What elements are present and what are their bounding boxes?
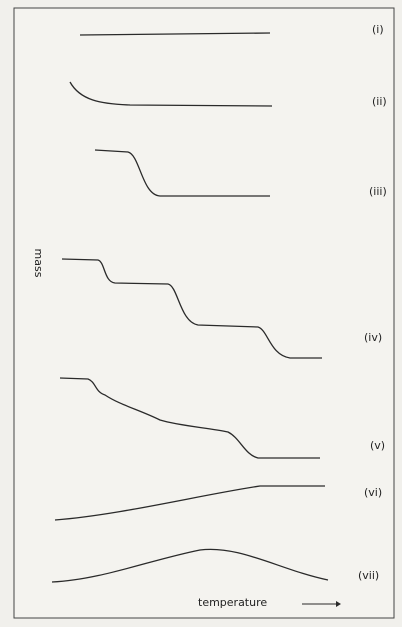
- curve-iv: [61, 258, 322, 359]
- curve-vii: [51, 548, 329, 583]
- curve-label: (vi): [364, 486, 382, 499]
- curve-label: (iii): [369, 185, 387, 198]
- y-axis-label: mass: [32, 249, 45, 278]
- curve-iii: [94, 149, 270, 197]
- curve-label: (ii): [372, 95, 387, 108]
- frame: [13, 7, 395, 619]
- curve-i: [79, 32, 271, 36]
- curve-ii: [69, 81, 273, 107]
- curve-label: (i): [372, 23, 384, 36]
- curve-v: [59, 377, 320, 459]
- curve-label: (v): [370, 439, 385, 452]
- curve-label: (vii): [358, 569, 379, 582]
- x-axis-label: temperature: [198, 596, 267, 609]
- curve-vi: [54, 485, 325, 521]
- curve-label: (iv): [364, 331, 382, 344]
- arrow: [302, 601, 341, 607]
